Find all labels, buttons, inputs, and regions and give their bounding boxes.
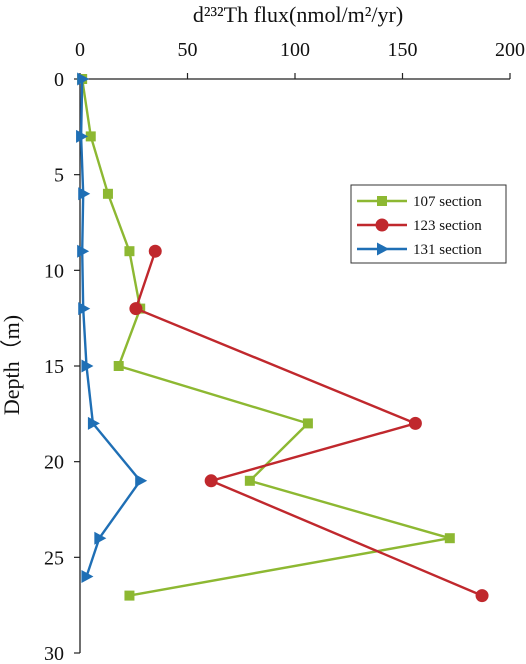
x-tick-label: 150 [388, 39, 418, 61]
y-axis-title: Depth（m) [0, 315, 24, 415]
axes: 0 50 100 150 200 0 5 10 15 20 25 30 [44, 39, 525, 664]
data-point [204, 474, 218, 488]
x-axis-title: d²³²Th flux(nmol/m²/yr) [193, 2, 403, 27]
y-tick-label: 20 [44, 452, 64, 474]
data-point [77, 72, 90, 86]
legend-label: 131 section [413, 242, 482, 258]
data-point [94, 531, 107, 545]
data-point [408, 416, 422, 430]
data-point [85, 131, 96, 142]
legend: 107 section 123 section 131 section [350, 184, 507, 264]
legend-marker [375, 218, 389, 232]
y-tick-label: 5 [54, 165, 64, 187]
series-131-section [76, 72, 148, 583]
data-point [444, 533, 455, 544]
y-tick-label: 25 [44, 547, 64, 569]
series-line [79, 78, 142, 577]
x-tick-label: 0 [75, 39, 85, 61]
legend-marker [377, 196, 387, 206]
data-point [124, 590, 135, 601]
x-tick-label: 50 [178, 39, 198, 61]
legend-marker [377, 242, 389, 256]
data-point [78, 302, 91, 316]
x-tick-label: 200 [495, 39, 525, 61]
y-tick-label: 15 [44, 356, 64, 378]
data-point [87, 416, 100, 430]
data-point [124, 246, 135, 257]
data-point [77, 244, 90, 258]
legend-label: 123 section [413, 218, 482, 234]
legend-label: 107 section [413, 194, 482, 210]
data-point [78, 187, 91, 201]
data-point [244, 475, 255, 486]
data-point [102, 188, 113, 199]
data-point [81, 569, 94, 583]
data-point [135, 474, 148, 488]
y-tick-label: 10 [44, 260, 64, 282]
data-point [81, 359, 94, 373]
data-point [129, 302, 143, 316]
y-tick-label: 0 [54, 69, 64, 91]
series-line [81, 78, 451, 597]
y-tick-label: 30 [44, 643, 64, 664]
data-point [113, 361, 124, 371]
series-107-section [77, 74, 455, 601]
x-tick-label: 100 [280, 39, 310, 61]
series-layer [76, 72, 489, 603]
data-point [302, 418, 313, 429]
series-123-section [129, 244, 489, 603]
data-point [148, 244, 162, 258]
data-point [76, 129, 89, 143]
data-point [475, 589, 489, 603]
